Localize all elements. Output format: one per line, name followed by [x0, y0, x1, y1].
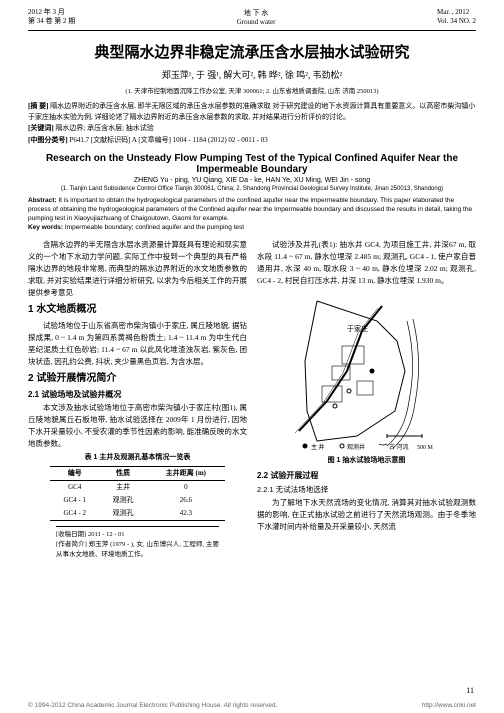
section-1-paragraph: 试验场地位于山东省高密市柴沟镇小于家庄, 属丘陵地貌, 据钻探成果, 0 ~ 1… [28, 320, 247, 368]
page-number: 11 [466, 686, 474, 695]
table-1-caption: 表 1 主井及观测孔基本情况一览表 [28, 452, 247, 463]
cell: 26.6 [147, 494, 225, 507]
section-2-heading: 2 试验开展情况简介 [28, 371, 247, 387]
header-vol-cn: 第 34 卷 第 2 期 [28, 17, 75, 26]
keywords-text-en: Impermeable boundary; confined aquifer a… [65, 224, 244, 231]
class-text: P641.7 [文献标识码] A [文章编号] 1004 - 1184 (201… [69, 136, 267, 144]
intro-paragraph: 含隔水边界的半无限含水层水资源量计算既具有理论和现实意义的一个地下水动力学问题,… [28, 239, 247, 299]
section-2-2-1-paragraph: 为了解地下水天然流场的变化情况, 消算其对抽水试验观测数据的影响, 在正式抽水试… [257, 497, 476, 533]
article-title-cn: 典型隔水边界非稳定流承压含水层抽水试验研究 [28, 41, 476, 62]
table-row: GC4 - 2 观测孔 42.3 [50, 507, 225, 521]
cell: GC4 - 1 [50, 494, 100, 507]
cell: 主井 [100, 480, 147, 494]
left-column: 含隔水边界的半无限含水层水资源量计算既具有理论和现实意义的一个地下水动力学问题,… [28, 239, 247, 560]
class-label: [中图分类号] [28, 136, 68, 144]
affiliation-en: (1. Tianjin Land Subsidence Control Offi… [40, 186, 464, 192]
footer-url: http://www.cnki.net [422, 702, 476, 709]
village-label: 于家庄 [347, 324, 368, 333]
table-1-header-1: 性质 [100, 466, 147, 480]
header-date-en: Mar. , 2012 [437, 8, 476, 17]
section-2-2-heading: 2.2 试验开展过程 [257, 470, 476, 483]
classification: [中图分类号] P641.7 [文献标识码] A [文章编号] 1004 - 1… [28, 135, 476, 146]
article-title-en: Research on the Unsteady Flow Pumping Te… [28, 153, 476, 175]
header-left: 2012 年 3 月 第 34 卷 第 2 期 [28, 8, 75, 26]
running-header: 2012 年 3 月 第 34 卷 第 2 期 地 下 水 Ground wat… [0, 0, 504, 28]
cell: 42.3 [147, 507, 225, 521]
journal-cn: 地 下 水 [237, 8, 276, 18]
footer-bar: © 1994-2012 China Academic Journal Elect… [0, 702, 504, 709]
author-bio: [作者简介] 郑玉萍 (1979 - ), 女, 山东博兴人, 工程师, 主要从… [56, 540, 219, 560]
cell: 观测孔 [100, 507, 147, 521]
cell: GC4 - 2 [50, 507, 100, 521]
well-description: 试验涉及井孔(表1): 抽水井 GC4, 为项目施工井, 井深67 m, 取水段… [257, 239, 476, 287]
keywords-cn: [关键词] 隔水边界; 承压含水层; 抽水试验 [28, 123, 476, 134]
header-vol-en: Vol. 34 NO. 2 [437, 17, 476, 26]
section-2-1-heading: 2.1 试验场地及试验井概况 [28, 389, 247, 402]
section-2-2-1-heading: 2.2.1 无试法场地选择 [257, 484, 476, 496]
header-center: 地 下 水 Ground water [237, 8, 276, 26]
journal-en: Ground water [237, 18, 276, 26]
abstract-label-cn: [摘 要] [28, 102, 48, 110]
site-map-svg: 于家庄 主 井 观测井 古 河流 500 M [287, 291, 447, 451]
abstract-text-cn: 隔水边界附近的承压含水层, 即半无限区域的承压含水层参数的准确求取 对于研究建设… [28, 102, 475, 121]
table-row: GC4 - 1 观测孔 26.6 [50, 494, 225, 507]
authors-cn: 郑玉萍¹, 于 强¹, 解大可², 韩 晔², 徐 鸣², 韦劲松² [28, 68, 476, 81]
keywords-label-cn: [关键词] [28, 124, 54, 132]
header-divider [28, 30, 476, 31]
keywords-text-cn: 隔水边界; 承压含水层; 抽水试验 [55, 124, 153, 132]
figure-1-caption: 图 1 抽水试验场地示意图 [257, 455, 476, 466]
abstract-text-en: It is important to obtain the hydrogeolo… [28, 197, 472, 222]
copyright-text: © 1994-2012 China Academic Journal Elect… [28, 702, 277, 709]
cell: 0 [147, 480, 225, 494]
legend-stream: 古 河流 [389, 443, 409, 451]
right-column: 试验涉及井孔(表1): 抽水井 GC4, 为项目施工井, 井深67 m, 取水段… [257, 239, 476, 560]
body-columns: 含隔水边界的半无限含水层水资源量计算既具有理论和现实意义的一个地下水动力学问题,… [28, 239, 476, 560]
section-1-heading: 1 水文地质概况 [28, 302, 247, 318]
abstract-block-cn: [摘 要] 隔水边界附近的承压含水层, 即半无限区域的承压含水层参数的准确求取 … [28, 101, 476, 145]
table-1: 编号 性质 主井距离 (m) GC4 主井 0 GC4 - 1 观测孔 26.6… [50, 466, 225, 522]
table-row: GC4 主井 0 [50, 480, 225, 494]
legend-main-well: 主 井 [311, 443, 325, 451]
abstract-label-en: Abstract: [28, 197, 57, 204]
authors-en: ZHENG Yu - ping, YU Qiang, XIE Da - ke, … [28, 177, 476, 184]
section-2-1-paragraph: 本文涉及抽水试验场地位于高密市柴沟镇小于家庄村(图1), 属丘陵地貌属丘石板地带… [28, 402, 247, 450]
received-date: [收稿日期] 2011 - 12 - 01 [56, 530, 219, 540]
abstract-cn: [摘 要] 隔水边界附近的承压含水层, 即半无限区域的承压含水层参数的准确求取 … [28, 101, 476, 122]
cell: 观测孔 [100, 494, 147, 507]
figure-1-diagram: 于家庄 主 井 观测井 古 河流 500 M [287, 291, 447, 451]
legend-scale: 500 M [417, 445, 434, 451]
cell: GC4 [50, 480, 100, 494]
abstract-block-en: Abstract: It is important to obtain the … [28, 196, 476, 232]
affiliation-cn: (1. 天津市控制地面沉降工作办公室, 天津 300061; 2. 山东省地质调… [40, 85, 464, 95]
table-1-header-0: 编号 [50, 466, 100, 480]
table-1-header-2: 主井距离 (m) [147, 466, 225, 480]
header-date-cn: 2012 年 3 月 [28, 8, 75, 17]
header-right: Mar. , 2012 Vol. 34 NO. 2 [437, 8, 476, 26]
keywords-label-en: Key words: [28, 224, 63, 231]
legend-obs-well: 观测井 [347, 443, 365, 451]
footnote-block: [收稿日期] 2011 - 12 - 01 [作者简介] 郑玉萍 (1979 -… [56, 526, 219, 559]
